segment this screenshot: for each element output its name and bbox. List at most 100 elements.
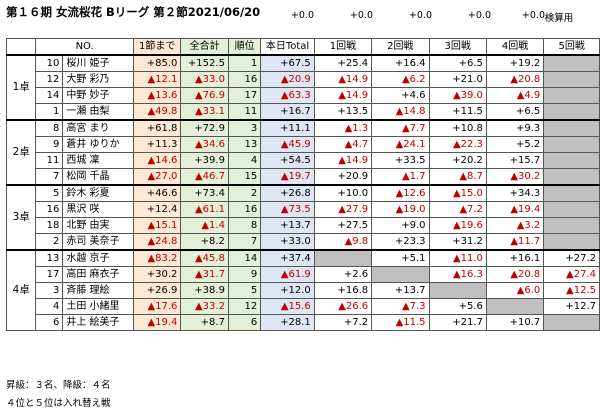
total-score: ▲46.7 xyxy=(180,168,229,186)
round-3-score: ▲22.3 xyxy=(428,136,487,153)
round-1-score: ▲14.9 xyxy=(313,87,373,104)
table-group-label: 1卓 xyxy=(5,54,37,121)
round-3-score xyxy=(428,282,487,299)
total-score: ▲33.2 xyxy=(180,298,229,315)
round-1-score: ▲14.9 xyxy=(313,71,373,88)
day-total: ▲19.7 xyxy=(260,168,315,186)
round-3-score: ▲19.6 xyxy=(428,217,487,234)
player-number: 2 xyxy=(35,233,64,251)
round-4-score xyxy=(485,298,545,315)
round-5-score xyxy=(543,87,600,104)
round-1-score: +10.0 xyxy=(313,184,373,202)
cumulative-score: ▲13.6 xyxy=(132,87,182,104)
round-4-score: +16.1 xyxy=(485,249,545,267)
total-score: +8.7 xyxy=(180,314,229,331)
rank: 6 xyxy=(227,314,262,331)
player-name: 中野 妙子 xyxy=(62,87,134,104)
player-name: 水越 京子 xyxy=(62,249,134,267)
table-row: 6 井上 絵美子 ▲19.4 +8.7 6 +28.1 +7.2 ▲11.5 +21.7 +10.… xyxy=(7,314,600,331)
day-total: +28.1 xyxy=(260,314,315,331)
table-group-label: 4卓 xyxy=(5,249,37,331)
checksum-label: 検算用 xyxy=(544,13,574,24)
round-5-score: +27.2 xyxy=(543,249,600,267)
day-total: +26.8 xyxy=(260,184,315,202)
day-total: +12.0 xyxy=(260,282,315,299)
player-name: 井上 絵美子 xyxy=(62,314,134,331)
round-3-score: ▲39.0 xyxy=(428,87,487,104)
table-group-label: 3卓 xyxy=(5,184,37,251)
round-5-score xyxy=(543,201,600,218)
day-total: +13.7 xyxy=(260,217,315,234)
round-3-score: +31.2 xyxy=(428,233,487,251)
player-number: 18 xyxy=(35,217,64,234)
rank: 8 xyxy=(227,217,262,234)
player-number: 8 xyxy=(35,119,64,137)
total-score: +38.9 xyxy=(180,282,229,299)
round-3-score: +5.6 xyxy=(428,298,487,315)
round-3-score: +21.7 xyxy=(428,314,487,331)
player-name: 西城 凜 xyxy=(62,152,134,169)
rank: 2 xyxy=(227,184,262,202)
day-total: ▲45.9 xyxy=(260,136,315,153)
total-score: ▲34.6 xyxy=(180,136,229,153)
table-row: 3 斉藤 理絵 +26.9 +38.9 5 +12.0 +16.8 +13.7 ▲6.0 ▲12.… xyxy=(7,282,600,299)
round-2-score: ▲19.0 xyxy=(371,201,430,218)
round-4-score: +5.2 xyxy=(485,136,545,153)
header-day-total: 本日Total xyxy=(260,38,315,56)
round-5-score: +12.7 xyxy=(543,298,600,315)
checksum-value: +0.0 xyxy=(408,10,432,21)
round-1-score: ▲27.9 xyxy=(313,201,373,218)
player-name: 蒼井 ゆりか xyxy=(62,136,134,153)
header-total: 全合計 xyxy=(180,38,229,56)
cumulative-score: ▲14.6 xyxy=(132,152,182,169)
checksum-row: +0.0 +0.0 +0.0 +0.0 +0.0 検算用 xyxy=(0,10,600,24)
footer-promotion-note: 昇級：３名、降級：４名 xyxy=(6,380,111,391)
cumulative-score: +12.4 xyxy=(132,201,182,218)
checksum-value: +0.0 xyxy=(521,10,545,21)
total-score: ▲31.7 xyxy=(180,266,229,283)
round-5-score xyxy=(543,103,600,121)
header-round-1: 1回戦 xyxy=(313,38,373,56)
player-name: 桜川 姫子 xyxy=(62,54,134,72)
cumulative-score: +11.3 xyxy=(132,136,182,153)
round-3-score: ▲16.3 xyxy=(428,266,487,283)
rank: 14 xyxy=(227,249,262,267)
round-1-score: +27.5 xyxy=(313,217,373,234)
round-5-score: ▲12.5 xyxy=(543,282,600,299)
round-3-score: ▲7.2 xyxy=(428,201,487,218)
player-name: 赤司 美奈子 xyxy=(62,233,134,251)
round-4-score: ▲30.2 xyxy=(485,168,545,186)
day-total: ▲73.5 xyxy=(260,201,315,218)
day-total: ▲61.9 xyxy=(260,266,315,283)
table-row: 3卓 5 鈴木 彩夏 +46.6 +73.4 2 +26.8 +10.0 ▲12.6 ▲15.0 +… xyxy=(5,184,600,251)
rank: 16 xyxy=(227,71,262,88)
player-number: 5 xyxy=(35,184,64,202)
round-5-score xyxy=(543,184,600,202)
round-2-score: +23.3 xyxy=(371,233,430,251)
cumulative-score: ▲15.1 xyxy=(132,217,182,234)
round-3-score: ▲11.0 xyxy=(428,249,487,267)
cumulative-score: ▲24.8 xyxy=(132,233,182,251)
player-number: 10 xyxy=(35,54,64,72)
cumulative-score: ▲49.8 xyxy=(132,103,182,121)
round-4-score: ▲3.2 xyxy=(485,217,545,234)
round-5-score xyxy=(543,119,600,137)
rank: 16 xyxy=(227,201,262,218)
cumulative-score: +61.8 xyxy=(132,119,182,137)
rank: 4 xyxy=(227,152,262,169)
round-5-score xyxy=(543,71,600,88)
total-score: ▲45.8 xyxy=(180,249,229,267)
rank: 15 xyxy=(227,168,262,186)
total-score: +8.2 xyxy=(180,233,229,251)
player-name: 高宮 まり xyxy=(62,119,134,137)
table-row: 4卓 13 水越 京子 ▲83.2 ▲45.8 14 +37.4 +5.1 ▲11.0 +16.1… xyxy=(5,249,600,331)
day-total: ▲15.6 xyxy=(260,298,315,315)
rank: 17 xyxy=(227,87,262,104)
day-total: +16.7 xyxy=(260,103,315,121)
header-round-5: 5回戦 xyxy=(543,38,600,56)
table-group-label: 2卓 xyxy=(5,119,37,186)
round-2-score: ▲14.8 xyxy=(371,103,430,121)
round-2-score: ▲1.7 xyxy=(371,168,430,186)
rank: 9 xyxy=(227,266,262,283)
total-score: ▲33.1 xyxy=(180,103,229,121)
